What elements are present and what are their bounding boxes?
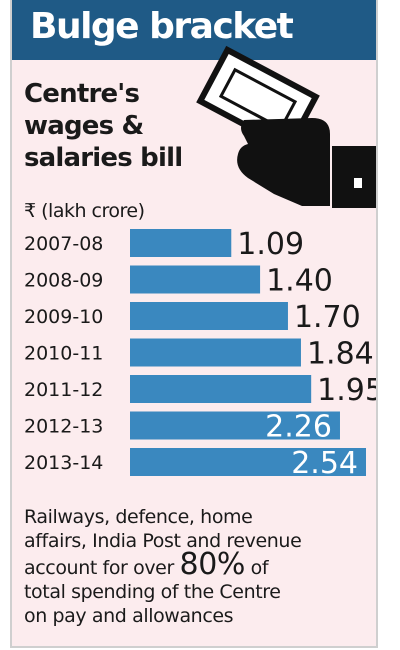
bar: [130, 375, 312, 403]
bar: [130, 448, 366, 476]
value-label: 2.54: [291, 446, 358, 481]
header-bar: Bulge bracket: [12, 0, 376, 60]
category-label: 2012-13: [24, 416, 103, 438]
subtitle-line: salaries bill: [24, 143, 183, 173]
infographic-panel: Bulge bracket Centre's wages & salaries …: [10, 0, 378, 648]
bar-chart: 2007-08 1.09 2008-09 1.40 2009-10 1.70 2010-11…: [24, 45, 378, 481]
footnote-text: of: [250, 557, 269, 579]
bar: [130, 265, 261, 294]
bars-group: 2007-08 1.09 2008-09 1.40 2009-10 1.70 2010-11…: [24, 227, 378, 481]
value-label: 1.84: [307, 337, 374, 372]
footnote-text: account for over: [24, 557, 174, 579]
footnote-line: total spending of the Centre: [24, 581, 281, 603]
footnote-line: affairs, India Post and revenue: [24, 530, 302, 552]
category-label: 2009-10: [24, 306, 103, 328]
bar: [130, 229, 232, 257]
category-label: 2008-09: [24, 270, 103, 292]
category-label: 2011-12: [24, 379, 103, 401]
bar: [130, 411, 340, 440]
category-label: 2010-11: [24, 343, 103, 365]
footnote-line: on pay and allowances: [24, 605, 234, 627]
value-label: 1.70: [294, 300, 361, 335]
bar: [130, 338, 301, 367]
footnote-line: Railways, defence, home: [24, 506, 253, 528]
footnote: Railways, defence, home affairs, India P…: [24, 505, 374, 628]
subtitle-line: Centre's: [24, 79, 140, 109]
value-label: 1.95: [317, 373, 378, 408]
footnote-highlight: 80%: [179, 547, 246, 582]
footnote-line: account for over 80% of: [24, 550, 374, 580]
header-title: Bulge bracket: [30, 6, 294, 47]
category-label: 2013-14: [24, 452, 103, 474]
value-label: 2.26: [265, 410, 332, 445]
bar: [130, 302, 288, 330]
chart-subtitle: Centre's wages & salaries bill: [24, 78, 183, 174]
subtitle-line: wages &: [24, 111, 144, 141]
value-label: 1.40: [266, 264, 333, 299]
value-label: 1.09: [237, 227, 304, 262]
unit-label: ₹ (lakh crore): [24, 200, 145, 222]
hand-holding-cash-icon: [196, 45, 376, 208]
category-label: 2007-08: [24, 233, 103, 255]
